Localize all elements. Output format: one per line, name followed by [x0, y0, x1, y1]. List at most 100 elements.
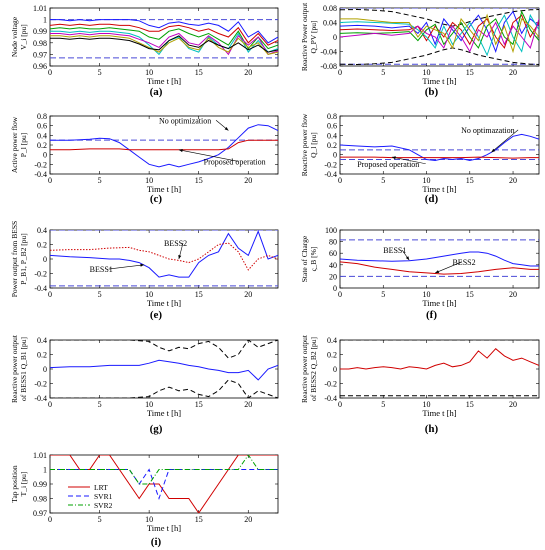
legend-label-svr2: SVR2	[94, 501, 113, 510]
panel-label: (f)	[426, 309, 437, 321]
y-tick-label: 0.99	[33, 27, 47, 36]
x-tick-label: 5	[381, 68, 385, 77]
y-tick-label: -0.4	[324, 170, 337, 179]
y-tick-label: 0.6	[37, 122, 47, 131]
x-tick-label: 15	[466, 68, 474, 77]
plot-frame	[339, 229, 540, 289]
x-tick-label: 0	[338, 290, 342, 299]
x-tick-label: 20	[244, 290, 252, 299]
plot-area	[340, 8, 539, 66]
series-line-bess1	[340, 251, 539, 267]
plot-area	[50, 19, 278, 59]
plot-area	[340, 340, 539, 397]
y-tick-label: 0.98	[33, 495, 47, 504]
panel-label: (g)	[150, 423, 163, 435]
y-axis-label: Reactive power flow	[300, 113, 309, 176]
annotation-arrow	[178, 149, 238, 162]
y-axis-label: Power output from BESS	[10, 221, 19, 297]
series-line-2	[50, 27, 278, 50]
x-tick-label: 10	[145, 176, 153, 185]
x-axis-label: Time t [h]	[147, 184, 181, 194]
arrow-head	[178, 255, 182, 259]
y-axis-unit: P_B1, P_B2 [pu]	[19, 233, 28, 284]
x-tick-label: 5	[98, 290, 102, 299]
x-axis-label: Time t [h]	[147, 298, 181, 308]
x-tick-label: 10	[145, 515, 153, 524]
y-axis-unit: ς_B [%]	[309, 247, 318, 272]
panel-label: (e)	[150, 309, 163, 321]
y-tick-label: -0.08	[320, 62, 337, 71]
y-axis-label: Active power flow	[10, 116, 19, 173]
x-tick-label: 20	[244, 176, 252, 185]
x-tick-label: 15	[195, 68, 203, 77]
y-tick-label: 0.2	[327, 351, 337, 360]
x-tick-label: 20	[509, 400, 517, 409]
y-tick-label: 20	[329, 272, 337, 281]
x-tick-label: 15	[195, 515, 203, 524]
y-tick-label: -0.4	[34, 394, 47, 403]
annotation-text: No optimization	[159, 116, 211, 125]
plot-area	[50, 455, 278, 513]
x-tick-label: 10	[145, 290, 153, 299]
y-axis-label: Reactive power output	[10, 334, 19, 403]
series-line-svr1	[50, 468, 278, 501]
plot-area	[50, 230, 278, 287]
y-tick-label: 0	[43, 365, 47, 374]
annotation-text: BESS2	[164, 239, 187, 248]
y-tick-label: 0.96	[33, 62, 47, 71]
arrow-head	[224, 126, 229, 131]
x-tick-label: 15	[466, 400, 474, 409]
x-tick-label: 10	[145, 68, 153, 77]
x-tick-label: 0	[338, 68, 342, 77]
y-tick-label: 0.4	[37, 131, 47, 140]
x-tick-label: 15	[195, 290, 203, 299]
x-tick-label: 20	[244, 400, 252, 409]
y-tick-label: -0.4	[34, 170, 47, 179]
annotation-arrow	[491, 129, 519, 153]
y-axis-label: Reactive Power output	[300, 2, 309, 71]
y-tick-label: 0.6	[327, 122, 337, 131]
series-line-2	[50, 359, 278, 381]
y-tick-label: -0.2	[34, 270, 47, 279]
y-axis-unit: of BESS2 Q_B2 [pu]	[309, 337, 318, 401]
y-axis-unit: Q_l [pu]	[309, 132, 318, 158]
x-tick-label: 5	[381, 176, 385, 185]
y-tick-label: 100	[325, 226, 337, 235]
arrow-head	[491, 148, 496, 153]
series-line-1	[340, 156, 539, 159]
series-line-6	[340, 18, 539, 53]
series-line-0	[340, 8, 539, 27]
panel-label: (a)	[150, 86, 163, 98]
x-tick-label: 15	[466, 176, 474, 185]
x-tick-label: 10	[423, 400, 431, 409]
x-axis-label: Time t [h]	[422, 76, 456, 86]
y-tick-label: 1.01	[33, 451, 47, 460]
series-line-0	[340, 133, 539, 162]
y-tick-label: 1	[43, 466, 47, 475]
x-axis-label: Time t [h]	[422, 298, 456, 308]
legend-label-lrt: LRT	[94, 483, 108, 492]
x-tick-label: 0	[48, 290, 52, 299]
x-tick-label: 20	[244, 515, 252, 524]
y-tick-label: 0.2	[37, 141, 47, 150]
series-line-4	[340, 10, 539, 49]
y-axis-unit: V_i [pu]	[19, 24, 28, 50]
x-tick-label: 0	[48, 515, 52, 524]
panel-label: (c)	[150, 193, 163, 205]
plot-frame	[339, 339, 540, 399]
series-line-lrt	[50, 455, 278, 513]
y-tick-label: 1	[43, 16, 47, 25]
series-line-1	[340, 47, 539, 66]
x-axis-label: Time t [h]	[422, 408, 456, 418]
annotation-arrow	[108, 264, 145, 270]
x-tick-label: 0	[48, 176, 52, 185]
x-axis-label: Time t [h]	[147, 76, 181, 86]
x-tick-label: 10	[423, 176, 431, 185]
series-line-7	[340, 13, 539, 54]
annotation-text: Proposed operation	[357, 160, 419, 169]
x-tick-label: 0	[338, 176, 342, 185]
y-tick-label: 0.2	[37, 351, 47, 360]
y-tick-label: 40	[329, 261, 337, 270]
